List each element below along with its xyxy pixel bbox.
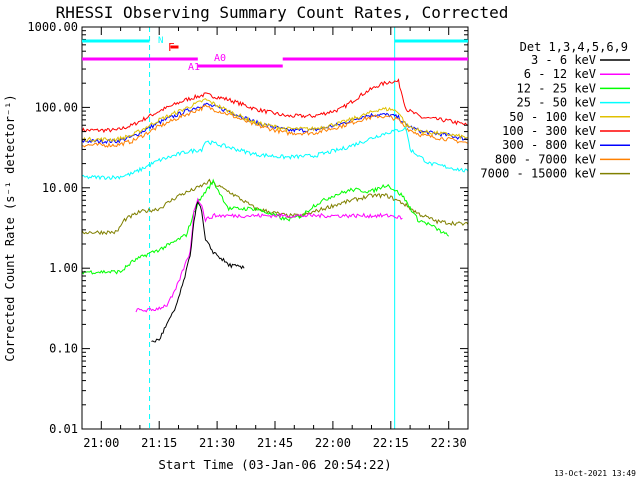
legend-title: Det 1,3,4,5,6,9 — [520, 40, 628, 54]
x-tick-label: 21:00 — [83, 436, 119, 450]
y-tick-label: 0.10 — [49, 342, 78, 356]
series-line-4 — [81, 126, 469, 181]
x-tick-label: 21:15 — [141, 436, 177, 450]
series-line-8 — [151, 201, 245, 343]
y-axis-label: Corrected Count Rate (s⁻¹ detector⁻¹) — [3, 94, 17, 361]
legend-label: 6 - 12 keV — [524, 67, 596, 81]
x-tick-label: 22:00 — [315, 436, 351, 450]
legend-label: 800 - 7000 keV — [495, 152, 596, 166]
legend-label: 50 - 100 keV — [509, 110, 596, 124]
x-tick-label: 22:30 — [431, 436, 467, 450]
series-line-3 — [81, 98, 469, 143]
series-line-2 — [81, 104, 469, 148]
y-tick-label: 1.00 — [49, 261, 78, 275]
y-tick-label: 1000.00 — [27, 20, 78, 34]
legend-label: 25 - 50 keV — [517, 96, 596, 110]
attenuator-label-0: N — [158, 36, 163, 46]
y-tick-label: 0.01 — [49, 422, 78, 436]
plot-area — [81, 27, 469, 429]
series-line-6 — [81, 178, 450, 275]
y-tick-label: 10.00 — [42, 181, 78, 195]
x-tick-label: 21:45 — [257, 436, 293, 450]
legend-label: 3 - 6 keV — [531, 53, 596, 67]
legend-label: 100 - 300 keV — [502, 124, 596, 138]
footer-timestamp: 13-Oct-2021 13:49 — [554, 469, 636, 478]
attenuator-label-3: A0 — [214, 53, 226, 64]
series-line-0 — [81, 78, 469, 134]
x-tick-label: 22:15 — [373, 436, 409, 450]
y-tick-label: 100.00 — [35, 100, 78, 114]
attenuator-annotations: N F A1 A0 — [82, 36, 468, 73]
series-line-5 — [81, 178, 469, 236]
chart-title: RHESSI Observing Summary Count Rates, Co… — [56, 3, 509, 22]
legend-label: 12 - 25 keV — [517, 81, 596, 95]
x-axis-label: Start Time (03-Jan-06 20:54:22) — [158, 457, 391, 472]
legend-label: 7000 - 15000 keV — [480, 167, 596, 181]
axis-ticks: 0.01 0.10 1.00 10.00 100.00 1000.00 21:00 21:15… — [27, 20, 469, 450]
plot-frame — [81, 26, 469, 430]
attenuator-label-2: A1 — [188, 62, 200, 73]
attenuator-label-1: F — [168, 41, 175, 54]
x-tick-label: 21:30 — [199, 436, 235, 450]
legend-label: 300 - 800 keV — [502, 138, 596, 152]
series-line-7 — [135, 197, 403, 313]
